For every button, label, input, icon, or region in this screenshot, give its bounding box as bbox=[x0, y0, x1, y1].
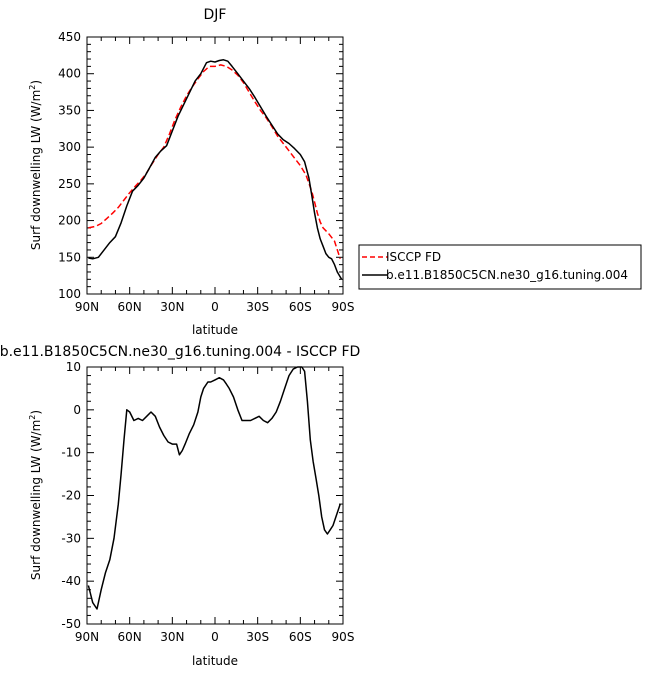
x-axis-label: latitude bbox=[192, 323, 238, 337]
x-tick-label: 60S bbox=[289, 300, 312, 314]
series-lines bbox=[87, 366, 341, 610]
x-tick-label: 30N bbox=[160, 300, 184, 314]
y-tick-label: 450 bbox=[58, 30, 81, 44]
y-tick-label: -30 bbox=[61, 531, 81, 545]
x-tick-label: 90S bbox=[332, 630, 355, 644]
x-tick-label: 60S bbox=[289, 630, 312, 644]
chart-title: b.e11.B1850C5CN.ne30_g16.tuning.004 - IS… bbox=[0, 344, 360, 360]
y-tick-label: 10 bbox=[66, 360, 81, 374]
series-lines bbox=[88, 59, 343, 280]
chart-title: DJF bbox=[204, 7, 227, 23]
y-ticks: -50 -40 -30 -20 -10 0 10 bbox=[61, 360, 343, 631]
series-line-1 bbox=[88, 59, 343, 280]
y-tick-label: -20 bbox=[61, 489, 81, 503]
x-tick-label: 30N bbox=[160, 630, 184, 644]
x-tick-label: 60N bbox=[118, 630, 142, 644]
x-tick-label: 60N bbox=[118, 300, 142, 314]
y-tick-label: -50 bbox=[61, 617, 81, 631]
y-tick-label: 400 bbox=[58, 67, 81, 81]
y-axis-label-main: Surf downwelling LW (W/m bbox=[29, 90, 43, 250]
plot-frame bbox=[86, 366, 344, 625]
x-tick-label: 90N bbox=[75, 300, 99, 314]
x-tick-label: 30S bbox=[246, 630, 269, 644]
y-axis-label-end: ) bbox=[29, 410, 43, 415]
y-tick-label: 100 bbox=[58, 287, 81, 301]
x-tick-label: 30S bbox=[246, 300, 269, 314]
y-tick-label: 250 bbox=[58, 177, 81, 191]
y-axis-label: Surf downwelling LW (W/m2) bbox=[28, 80, 43, 250]
legend-label-isccp: ISCCP FD bbox=[386, 250, 441, 264]
y-axis-label-sup: 2 bbox=[28, 85, 37, 90]
y-tick-label: -40 bbox=[61, 574, 81, 588]
y-axis-label-sup: 2 bbox=[28, 415, 37, 420]
x-tick-label: 0 bbox=[211, 630, 219, 644]
y-axis-label: Surf downwelling LW (W/m2) bbox=[28, 410, 43, 580]
x-axis-label: latitude bbox=[192, 654, 238, 668]
plot-frame bbox=[86, 36, 344, 295]
x-tick-label: 0 bbox=[211, 300, 219, 314]
x-tick-label: 90S bbox=[332, 300, 355, 314]
y-axis-label-main: Surf downwelling LW (W/m bbox=[29, 420, 43, 580]
chart-djf: DJF 100 150 200 250 300 350 400 450 90N 60N 30N 0 3… bbox=[28, 7, 642, 337]
series-line-0 bbox=[87, 366, 341, 610]
y-tick-label: 0 bbox=[73, 403, 81, 417]
x-ticks: 90N 60N 30N 0 30S 60S 90S bbox=[75, 367, 355, 644]
legend: ISCCP FD b.e11.B1850C5CN.ne30_g16.tuning… bbox=[358, 244, 642, 290]
legend-label-model: b.e11.B1850C5CN.ne30_g16.tuning.004 bbox=[386, 268, 628, 282]
chart-difference: b.e11.B1850C5CN.ne30_g16.tuning.004 - IS… bbox=[0, 344, 360, 668]
y-axis-label-end: ) bbox=[29, 80, 43, 85]
y-tick-label: 350 bbox=[58, 103, 81, 117]
y-tick-label: 300 bbox=[58, 140, 81, 154]
legend-box bbox=[358, 244, 642, 290]
y-tick-label: 200 bbox=[58, 214, 81, 228]
x-ticks: 90N 60N 30N 0 30S 60S 90S bbox=[75, 37, 355, 314]
y-tick-label: -10 bbox=[61, 446, 81, 460]
y-tick-label: 150 bbox=[58, 250, 81, 264]
x-tick-label: 90N bbox=[75, 630, 99, 644]
series-line-0 bbox=[88, 64, 341, 260]
y-ticks: 100 150 200 250 300 350 400 450 bbox=[58, 30, 343, 301]
